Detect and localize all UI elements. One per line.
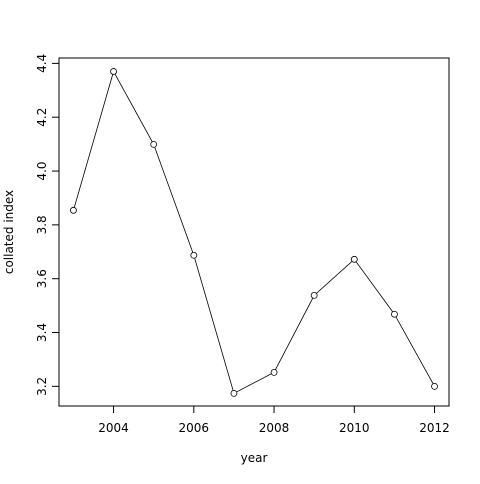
point bbox=[270, 368, 278, 376]
y-tick-label: 4.2 bbox=[35, 108, 49, 127]
point bbox=[431, 382, 438, 390]
y-axis-label: collated index bbox=[2, 190, 16, 274]
y-tick-label: 3.2 bbox=[35, 377, 49, 396]
line bbox=[73, 70, 435, 394]
x-tick-label: 2008 bbox=[259, 421, 290, 435]
x-tick-label: 2012 bbox=[419, 421, 450, 435]
x-tick-label: 2010 bbox=[339, 421, 370, 435]
point bbox=[190, 251, 198, 259]
y-tick-label: 3.6 bbox=[35, 269, 49, 288]
plot-frame bbox=[58, 57, 450, 407]
point bbox=[310, 291, 318, 299]
y-tick-label: 4.4 bbox=[35, 54, 49, 73]
point bbox=[70, 206, 77, 214]
x-tick-label: 2004 bbox=[98, 421, 129, 435]
point bbox=[110, 68, 117, 75]
y-tick-label: 3.4 bbox=[35, 323, 49, 342]
point bbox=[230, 389, 238, 397]
x-axis-label: year bbox=[241, 451, 268, 465]
point bbox=[350, 255, 358, 263]
y-tick-label: 4.0 bbox=[35, 161, 49, 180]
y-tick-label: 3.8 bbox=[35, 215, 49, 234]
point bbox=[391, 310, 398, 318]
point bbox=[150, 140, 158, 148]
x-tick-label: 2006 bbox=[179, 421, 210, 435]
